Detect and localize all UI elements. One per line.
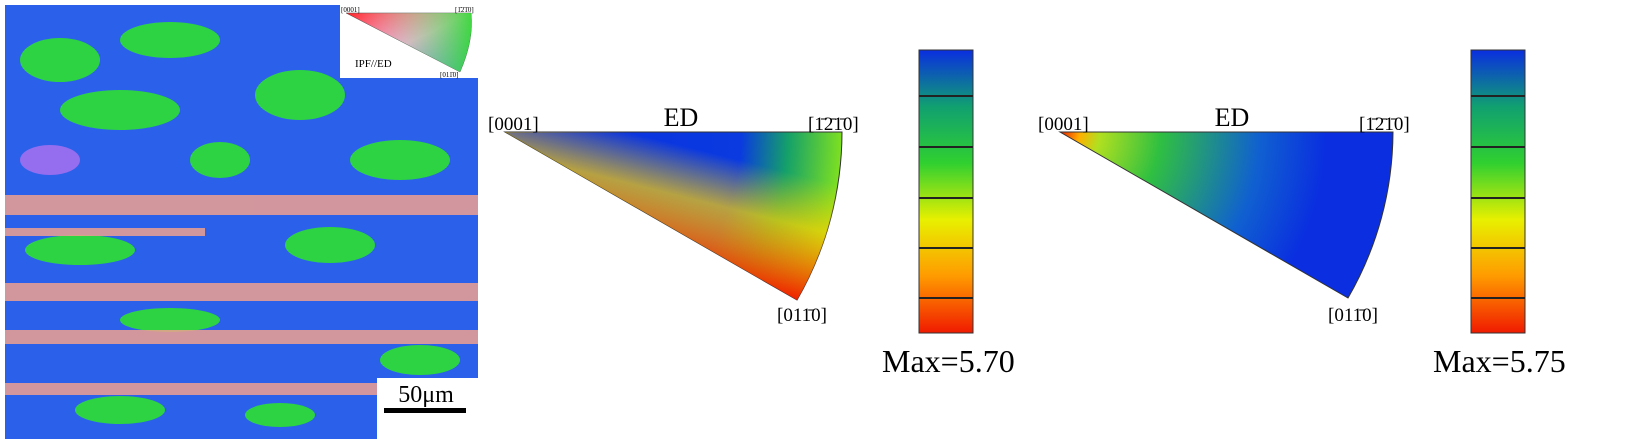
pole-label: [011̄0] [1328,305,1378,326]
pole-figure: ED [0001] [1̄2̄1̄0] [011̄0] Max=5.70 [488,49,1015,379]
max-label: Max=5.75 [1433,343,1566,379]
inset-caption: IPF//ED [355,58,392,70]
inset-label: [011̄0] [440,71,458,79]
axis-label: ED [664,103,699,132]
max-label: Max=5.70 [882,343,1015,379]
pole-label: [0001] [488,114,539,135]
ebsd-map: [0001] [1̄2̄1̄0] [011̄0] IPF//ED 50μm [5,5,478,439]
pole-label: [1̄2̄1̄0] [808,114,859,135]
pole-label: [011̄0] [777,305,827,326]
scale-bar-label: 50μm [398,382,454,408]
axis-label: ED [1215,103,1250,132]
inset-label: [1̄2̄1̄0] [455,6,474,14]
inset-label: [0001] [341,6,360,14]
scale-bar [384,408,466,413]
pole-label: [1̄2̄1̄0] [1359,114,1410,135]
pole-label: [0001] [1038,114,1089,135]
pole-figure: ED [0001] [1̄2̄1̄0] [011̄0] Max=5.75 [1038,49,1566,379]
